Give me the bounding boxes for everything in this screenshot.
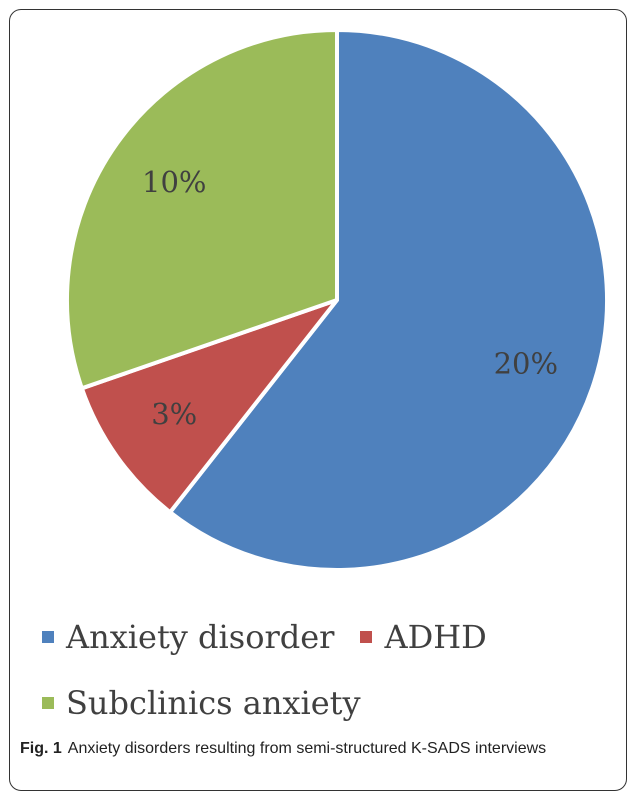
data-label-adhd: 3% bbox=[151, 397, 197, 431]
legend-swatch-anxiety-disorder bbox=[42, 631, 54, 643]
legend-item-anxiety-disorder: Anxiety disorder bbox=[42, 618, 334, 656]
legend-label-adhd: ADHD bbox=[384, 618, 487, 656]
data-label-subclinics-anxiety: 10% bbox=[142, 165, 206, 199]
figure-label: Fig. 1 bbox=[20, 740, 62, 757]
figure-caption-text: Anxiety disorders resulting from semi-st… bbox=[67, 740, 547, 757]
legend-label-anxiety-disorder: Anxiety disorder bbox=[66, 618, 335, 656]
pie-slice-adhd bbox=[79, 298, 339, 515]
legend-swatch-adhd bbox=[360, 631, 373, 643]
pie-slice-subclinics-anxiety bbox=[65, 28, 339, 391]
figure-caption: Fig. 1 Anxiety disorders resulting from s… bbox=[20, 738, 610, 760]
pie-slice-anxiety-disorder bbox=[168, 28, 609, 572]
legend-item-subclinics-anxiety: Subclinics anxiety bbox=[42, 684, 361, 722]
legend-swatch-subclinics-anxiety bbox=[42, 697, 54, 709]
data-label-anxiety-disorder: 20% bbox=[494, 346, 558, 380]
legend-label-subclinics-anxiety: Subclinics anxiety bbox=[66, 684, 361, 722]
legend-row-2: Subclinics anxiety bbox=[42, 684, 387, 722]
legend-row-1: Anxiety disorder ADHD bbox=[42, 618, 513, 656]
legend-item-adhd: ADHD bbox=[360, 618, 487, 656]
